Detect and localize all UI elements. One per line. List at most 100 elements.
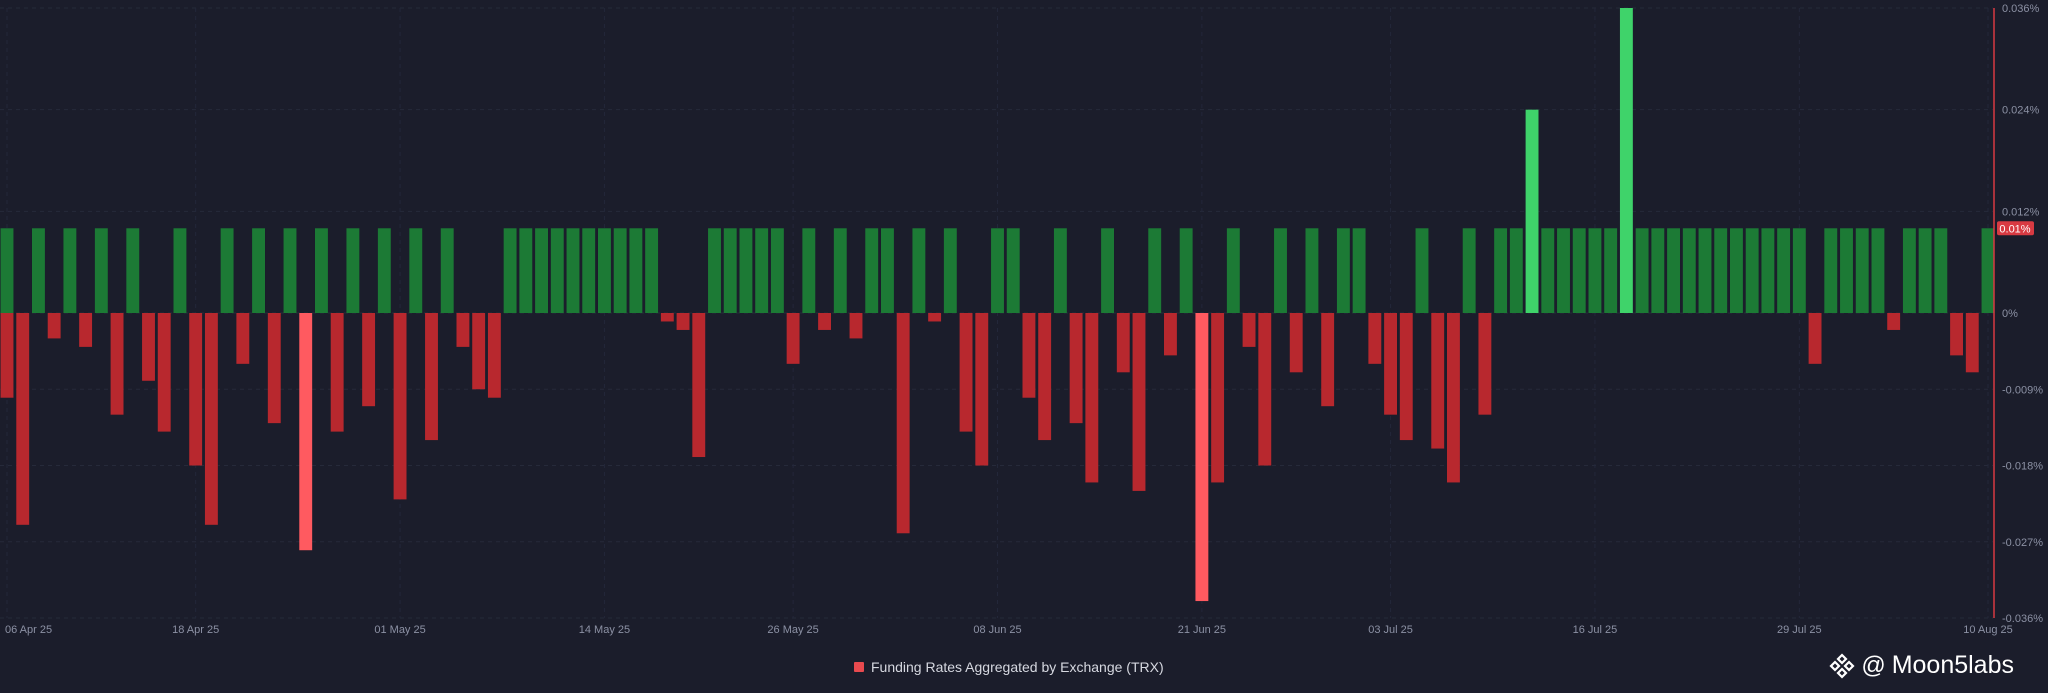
chart-bar [755, 228, 769, 313]
chart-bar [519, 228, 533, 313]
chart-bar [1494, 228, 1508, 313]
chart-bar [1667, 228, 1681, 313]
chart-bar [943, 228, 957, 313]
chart-bar [692, 313, 706, 458]
chart-bar [79, 313, 93, 347]
chart-bar [959, 313, 973, 432]
brand-at: @ [1861, 651, 1886, 679]
chart-bar [1006, 228, 1020, 313]
chart-bar [1478, 313, 1492, 415]
chart-bar [880, 228, 894, 313]
chart-bar [1965, 313, 1979, 373]
chart-bar [1163, 313, 1177, 356]
legend-swatch [854, 662, 864, 672]
chart-bar [47, 313, 61, 339]
chart-bar [1069, 313, 1083, 424]
chart-bar [1195, 313, 1209, 602]
x-tick-label: 10 Aug 25 [1963, 624, 2013, 636]
last-value-badge [1997, 221, 2034, 236]
chart-bar [503, 228, 517, 313]
y-tick-label: -0.018% [2002, 461, 2043, 473]
y-tick-label: -0.036% [2002, 613, 2043, 625]
x-tick-label: 03 Jul 25 [1368, 624, 1413, 636]
chart-bar [1557, 228, 1570, 313]
x-tick-label: 16 Jul 25 [1573, 624, 1618, 636]
chart-bar [896, 313, 910, 534]
chart-bar [1022, 313, 1036, 398]
chart-bar [299, 313, 313, 551]
chart-bar [535, 228, 549, 313]
chart-bar [1431, 313, 1445, 449]
chart-bar [566, 228, 580, 313]
brand-name: Moon5labs [1891, 651, 2014, 679]
chart-bar [597, 228, 611, 313]
chart-bar [1053, 228, 1067, 313]
chart-bar [330, 313, 344, 432]
chart-bar [991, 228, 1004, 313]
chart-bar [1855, 228, 1869, 313]
chart-bar [1368, 313, 1382, 364]
chart-bar [1950, 313, 1964, 356]
chart-bar [660, 313, 674, 322]
chart-bar [1179, 228, 1193, 313]
chart-bar [1384, 313, 1398, 415]
chart-bar [204, 313, 218, 525]
chart-bar [1902, 228, 1916, 313]
chart-bar [833, 228, 847, 313]
chart-bar [1572, 228, 1586, 313]
chart-bar [126, 228, 140, 313]
chart-bar [0, 313, 14, 398]
chart-bar [1525, 109, 1539, 314]
chart-bar [1226, 228, 1240, 313]
x-tick-label: 18 Apr 25 [172, 624, 219, 636]
chart-bar [708, 228, 721, 313]
chart-bar [487, 313, 501, 398]
chart-bar [142, 313, 155, 381]
chart-bar [1761, 228, 1775, 313]
chart-legend[interactable]: Funding Rates Aggregated by Exchange (TR… [854, 657, 1164, 677]
chart-bar [1541, 228, 1555, 313]
chart-bar [1729, 228, 1743, 313]
chart-bar [283, 228, 297, 313]
chart-bar [1321, 313, 1335, 407]
chart-bar [1698, 228, 1712, 313]
chart-bar [31, 228, 45, 313]
chart-bar [1777, 228, 1791, 313]
chart-bar [1305, 228, 1319, 313]
chart-bar [1934, 228, 1948, 313]
chart-bar [1399, 313, 1413, 441]
chart-bar [1336, 228, 1350, 313]
chart-bar [314, 228, 328, 313]
y-tick-label: 0.012% [2002, 206, 2040, 218]
chart-bar [629, 228, 643, 313]
chart-bar [1116, 313, 1130, 373]
chart-bar [425, 313, 438, 441]
binance-diamond-icon [1829, 652, 1855, 679]
chart-bar [1808, 313, 1822, 364]
chart-bar [1714, 228, 1728, 313]
chart-bar [1509, 228, 1523, 313]
chart-bar [440, 228, 454, 313]
x-tick-label: 26 May 25 [767, 624, 818, 636]
chart-bar [1446, 313, 1460, 483]
x-tick-label: 21 Jun 25 [1178, 624, 1226, 636]
chart-bar [1352, 228, 1366, 313]
chart-bar [849, 313, 863, 339]
chart-bar [1824, 228, 1838, 313]
chart-bar [1651, 228, 1665, 313]
y-tick-label: 0.036% [2002, 3, 2040, 15]
chart-bar [220, 228, 234, 313]
x-tick-label: 14 May 25 [579, 624, 630, 636]
chart-bar [1745, 228, 1759, 313]
x-tick-label: 08 Jun 25 [973, 624, 1021, 636]
chart-axes: 0.036% 0.024% 0.012% 0% -0.009% -0.018% -0.027… [5, 3, 2043, 636]
chart-bar [550, 228, 564, 313]
chart-bar [1981, 228, 1995, 313]
chart-bar [1887, 313, 1901, 330]
chart-bar [770, 228, 784, 313]
chart-bar [409, 228, 423, 313]
chart-bar [377, 228, 391, 313]
chart-bar [94, 228, 108, 313]
y-tick-label: 0.024% [2002, 105, 2040, 117]
chart-bar [1840, 228, 1853, 313]
